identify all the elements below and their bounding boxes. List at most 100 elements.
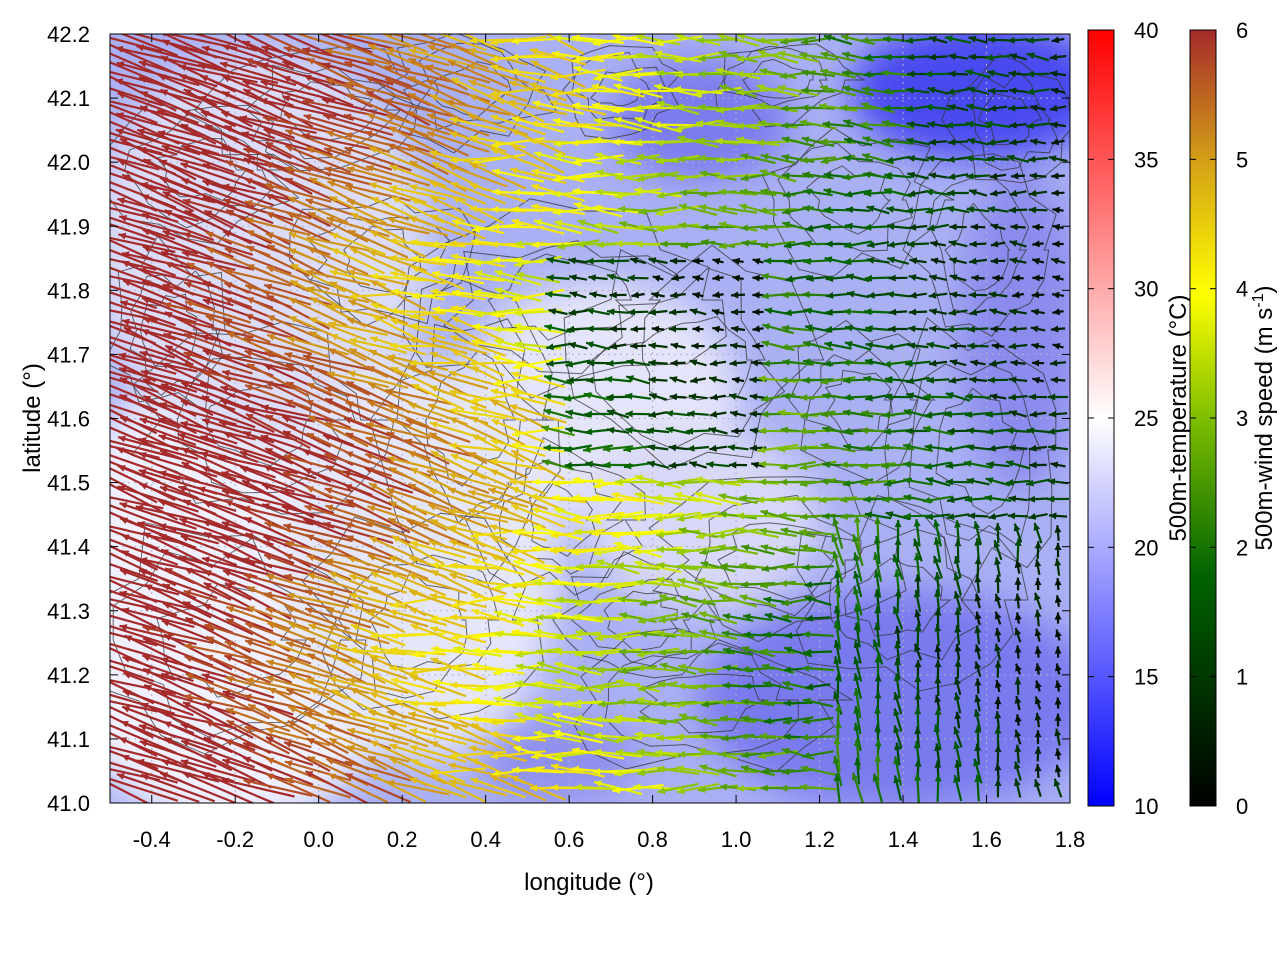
wind-vector: [159, 176, 237, 210]
wind-vector: [946, 88, 970, 96]
wind-vector: [802, 340, 834, 351]
colorbar-tick-label: 3: [1236, 406, 1248, 431]
wind-vector: [110, 376, 159, 393]
wind-vector: [572, 187, 624, 197]
wind-vector: [494, 338, 542, 353]
wind-vector: [138, 60, 218, 88]
wind-vector: [1007, 36, 1029, 44]
wind-vector: [266, 265, 330, 291]
contour-line: [935, 387, 1025, 515]
wind-vector: [492, 374, 544, 387]
wind-vector: [329, 195, 387, 225]
wind-vector: [648, 257, 668, 265]
wind-vector: [384, 64, 452, 83]
contour-line: [110, 522, 367, 755]
wind-colorbar-label-end: ): [1251, 286, 1278, 294]
colorbar-tick-label: 25: [1134, 406, 1158, 431]
wind-vector: [344, 60, 412, 88]
wind-vector: [1026, 88, 1050, 96]
wind-vector: [1032, 223, 1044, 231]
wind-vector: [1030, 325, 1046, 333]
wind-vector: [692, 257, 704, 265]
wind-vector: [322, 113, 394, 137]
wind-vector: [987, 36, 1009, 44]
wind-vector: [181, 178, 255, 208]
colorbar-tick-label: 20: [1134, 535, 1158, 560]
wind-vector: [110, 370, 177, 393]
wind-vector: [451, 77, 505, 105]
wind-vector: [365, 89, 431, 127]
wind-vector: [845, 206, 871, 214]
wind-vector: [924, 103, 952, 111]
wind-vector: [266, 244, 330, 278]
wind-vector: [1009, 138, 1027, 146]
wind-vector: [1031, 308, 1045, 316]
wind-vector: [370, 272, 426, 282]
wind-vector: [781, 324, 815, 332]
wind-vector: [451, 289, 505, 300]
wind-vector: [511, 288, 565, 303]
wind-vector: [246, 263, 310, 293]
wind-vector: [732, 257, 744, 265]
wind-vector: [887, 241, 909, 248]
wind-vector: [183, 351, 253, 375]
wind-vector: [387, 34, 452, 49]
wind-vector: [222, 75, 294, 107]
wind-vector: [651, 291, 665, 299]
wind-vector: [408, 364, 468, 396]
wind-vector: [627, 274, 649, 282]
wind-vector: [346, 317, 410, 341]
wind-vector: [968, 35, 988, 44]
wind-vector: [674, 51, 722, 64]
wind-vector: [427, 44, 489, 70]
wind-vector: [752, 342, 764, 350]
colorbar-tick-label: 10: [1134, 794, 1158, 819]
wind-vector: [711, 308, 725, 316]
wind-vector: [302, 132, 374, 151]
wind-vector: [387, 142, 449, 176]
y-tick-label: 41.2: [47, 663, 90, 688]
wind-colorbar-label: 500m-wind speed (m s-1): [1250, 286, 1278, 551]
wind-vector: [844, 324, 872, 333]
wind-vector: [1008, 376, 1028, 384]
x-tick-label: 1.2: [804, 827, 835, 852]
wind-vector: [909, 257, 927, 265]
wind-vector: [719, 84, 757, 98]
wind-vector: [239, 115, 317, 134]
wind-vector: [492, 168, 544, 183]
wind-vector: [675, 119, 721, 132]
wind-vector: [586, 257, 610, 265]
wind-vector: [1050, 257, 1066, 265]
wind-vector: [366, 365, 430, 395]
wind-vector: [906, 53, 930, 61]
wind-vector: [1009, 325, 1027, 333]
wind-vector: [366, 218, 430, 235]
wind-vector: [118, 366, 198, 393]
contour-line: [603, 590, 679, 651]
wind-vector: [757, 102, 799, 113]
wind-vector: [425, 64, 491, 84]
wind-vector: [264, 161, 332, 191]
wind-vector: [1009, 240, 1027, 248]
wind-vector: [670, 342, 686, 350]
wind-vector: [490, 64, 546, 84]
wind-vector: [306, 364, 370, 396]
wind-vector: [427, 370, 489, 390]
wind-vector: [990, 325, 1006, 333]
wind-vector: [718, 239, 758, 250]
wind-vector: [1032, 240, 1044, 248]
wind-vector: [138, 146, 218, 171]
wind-vector: [344, 81, 412, 101]
wind-vector: [445, 99, 511, 116]
wind-vector: [949, 257, 967, 265]
wind-vector: [987, 376, 1009, 384]
colorbar-tick-label: 0: [1236, 794, 1248, 819]
wind-vector: [907, 171, 929, 180]
wind-vector: [1052, 343, 1064, 350]
wind-vector: [223, 318, 293, 339]
wind-vector: [1052, 308, 1064, 316]
wind-vector: [633, 187, 683, 198]
wind-vector: [930, 257, 946, 265]
wind-vector: [1009, 257, 1027, 265]
wind-vector: [842, 359, 874, 367]
